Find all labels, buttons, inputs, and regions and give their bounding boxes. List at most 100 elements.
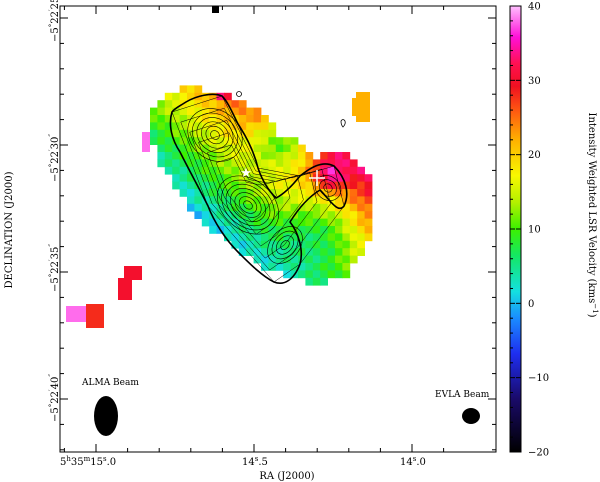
velocity-pixel bbox=[238, 100, 247, 108]
velocity-pixel bbox=[342, 263, 351, 271]
velocity-pixel bbox=[172, 166, 180, 175]
cross-marker bbox=[309, 170, 325, 186]
velocity-pixel bbox=[364, 203, 373, 212]
velocity-pixel bbox=[357, 181, 365, 190]
velocity-pixel bbox=[216, 181, 225, 190]
velocity-pixel bbox=[187, 100, 195, 108]
velocity-pixel bbox=[290, 263, 299, 271]
velocity-pixel bbox=[216, 203, 225, 212]
velocity-pixel bbox=[327, 174, 336, 182]
evla-beam bbox=[462, 408, 480, 424]
velocity-pixel bbox=[268, 152, 277, 160]
velocity-pixel bbox=[216, 196, 225, 205]
velocity-pixel bbox=[327, 240, 336, 249]
velocity-pixel bbox=[216, 137, 225, 145]
velocity-pixel bbox=[335, 248, 343, 256]
velocity-pixel bbox=[157, 115, 166, 123]
velocity-pixel bbox=[216, 107, 225, 116]
velocity-pixel bbox=[298, 203, 306, 212]
velocity-pixel bbox=[364, 226, 373, 234]
velocity-pixel bbox=[327, 233, 336, 242]
velocity-pixel bbox=[253, 211, 262, 219]
velocity-pixel bbox=[187, 203, 195, 212]
velocity-pixel bbox=[150, 122, 158, 131]
velocity-pixel bbox=[305, 196, 314, 205]
velocity-pixel bbox=[253, 137, 262, 145]
velocity-pixel bbox=[305, 189, 314, 197]
velocity-pixel bbox=[320, 270, 328, 279]
inner-contour bbox=[230, 188, 266, 222]
inner-contour bbox=[196, 117, 234, 153]
velocity-pixel bbox=[312, 248, 321, 256]
velocity-pixel bbox=[209, 226, 217, 234]
velocity-pixel bbox=[305, 166, 314, 175]
velocity-pixel bbox=[224, 196, 232, 205]
velocity-pixel bbox=[261, 196, 269, 205]
evla-beam-label: EVLA Beam bbox=[435, 390, 490, 400]
x-tick-labels: 55h35m15s.0 14s.5 14s.0 bbox=[60, 455, 426, 468]
colorbar-tick-label: −20 bbox=[528, 448, 549, 459]
velocity-pixel bbox=[261, 263, 269, 271]
velocity-pixel bbox=[216, 166, 225, 175]
velocity-pixel bbox=[172, 181, 180, 190]
velocity-pixel bbox=[342, 203, 351, 212]
velocity-pixel bbox=[253, 107, 262, 116]
velocity-pixel bbox=[335, 233, 343, 242]
velocity-pixel bbox=[275, 137, 284, 145]
velocity-pixel bbox=[290, 159, 299, 168]
velocity-pixel bbox=[246, 233, 254, 242]
velocity-pixel bbox=[268, 203, 277, 212]
velocity-pixel bbox=[320, 166, 328, 175]
velocity-pixel bbox=[209, 218, 217, 227]
velocity-pixel bbox=[194, 159, 203, 168]
velocity-pixel bbox=[201, 166, 210, 175]
velocity-pixel bbox=[268, 196, 277, 205]
inner-contour bbox=[238, 196, 258, 214]
velocity-pixel bbox=[342, 240, 351, 249]
velocity-pixel bbox=[172, 152, 180, 160]
velocity-pixel bbox=[320, 203, 328, 212]
velocity-pixel bbox=[187, 137, 195, 145]
velocity-pixel bbox=[261, 159, 269, 168]
velocity-pixel bbox=[327, 181, 336, 190]
velocity-pixel bbox=[157, 159, 166, 168]
velocity-pixel bbox=[216, 152, 225, 160]
velocity-pixel bbox=[172, 129, 180, 138]
velocity-pixel bbox=[357, 233, 365, 242]
velocity-pixel bbox=[283, 174, 291, 182]
velocity-pixel bbox=[238, 137, 247, 145]
velocity-pixel bbox=[261, 122, 269, 131]
velocity-pixel bbox=[275, 144, 284, 153]
velocity-pixel bbox=[187, 129, 195, 138]
inner-contour bbox=[234, 192, 262, 218]
velocity-pixel bbox=[209, 196, 217, 205]
velocity-pixel bbox=[179, 137, 188, 145]
velocity-pixel bbox=[268, 144, 277, 153]
y-tick-label: −5°22′25″ bbox=[48, 0, 61, 42]
velocity-pixel bbox=[335, 263, 343, 271]
velocity-pixel bbox=[216, 115, 225, 123]
inner-contour bbox=[323, 183, 333, 193]
star-marker: ★ bbox=[240, 166, 252, 181]
velocity-pixel bbox=[209, 159, 217, 168]
velocity-pixel bbox=[349, 233, 358, 242]
velocity-pixel bbox=[342, 211, 351, 219]
velocity-pixel bbox=[179, 85, 188, 94]
velocity-pixel bbox=[305, 152, 314, 160]
velocity-pixel bbox=[179, 189, 188, 197]
velocity-pixel bbox=[216, 211, 225, 219]
velocity-pixel bbox=[290, 233, 299, 242]
velocity-pixel bbox=[172, 115, 180, 123]
velocity-pixel bbox=[224, 159, 232, 168]
velocity-pixel bbox=[253, 166, 262, 175]
y-tick-labels: −5°22′25″ −5°22′30″ −5°22′35″ −5°22′40″ bbox=[48, 0, 61, 422]
velocity-pixel bbox=[238, 159, 247, 168]
velocity-pixel bbox=[194, 211, 203, 219]
velocity-pixel bbox=[349, 189, 358, 197]
velocity-pixel bbox=[238, 129, 247, 138]
velocity-pixel bbox=[261, 211, 269, 219]
velocity-pixel bbox=[209, 211, 217, 219]
velocity-pixel bbox=[194, 115, 203, 123]
velocity-pixel bbox=[305, 211, 314, 219]
velocity-pixel bbox=[364, 218, 373, 227]
